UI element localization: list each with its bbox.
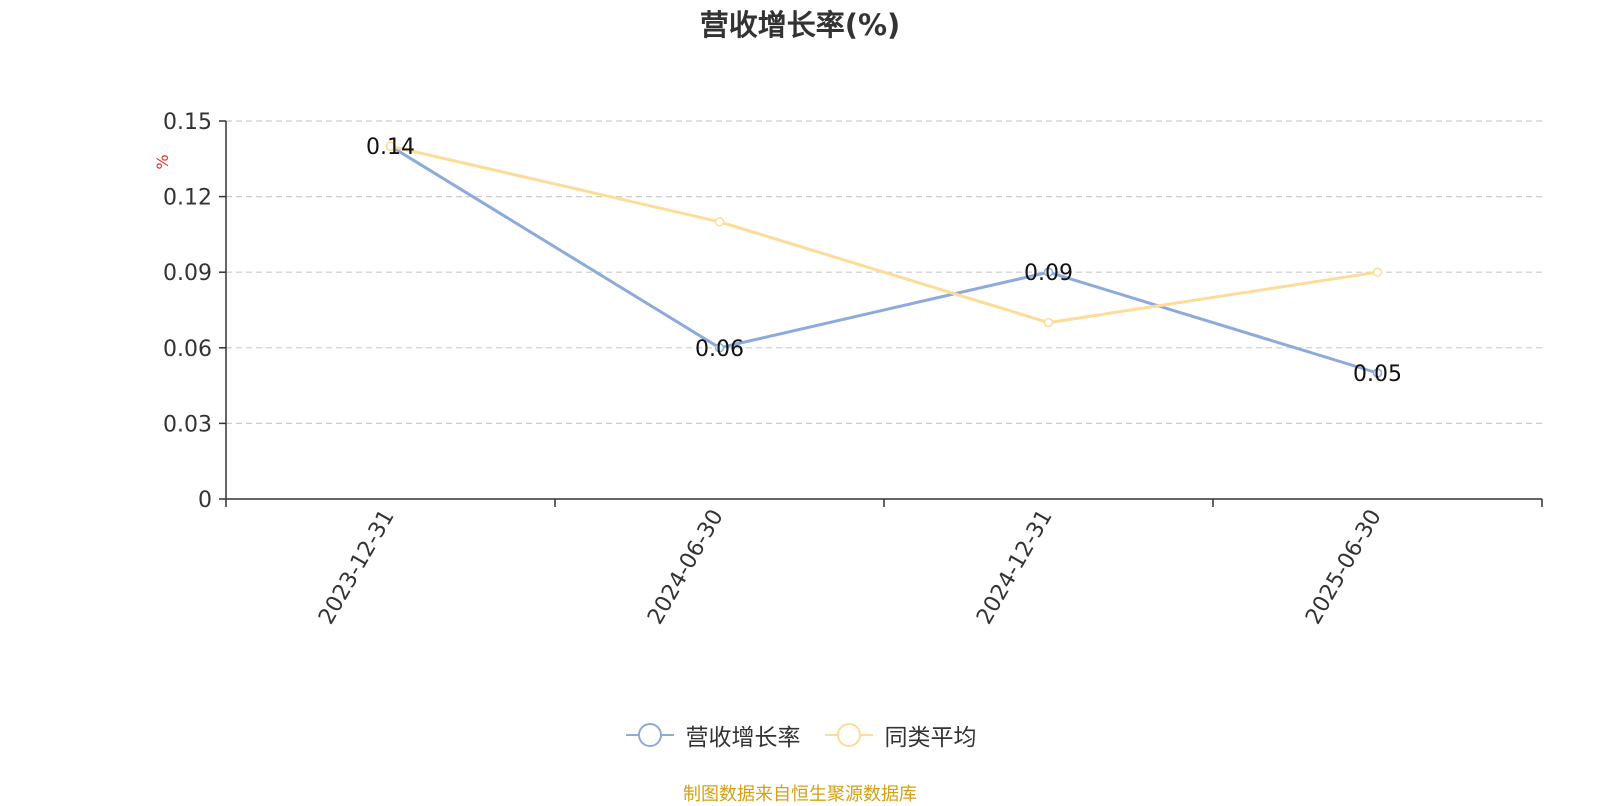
legend-line-circle-icon: [625, 723, 674, 747]
x-tick-label: 2025-06-30: [1301, 506, 1387, 629]
series-2-point: [1372, 267, 1383, 277]
legend-label-series-1: 营收增长率: [685, 725, 801, 751]
series-lines: [385, 141, 1383, 378]
series-2-point: [1043, 317, 1054, 328]
y-axis-title: %: [153, 154, 172, 169]
data-label: 0.06: [695, 337, 744, 362]
data-labels: 0.14 0.06 0.09 0.05: [366, 135, 1402, 387]
series-line-2: [390, 144, 1378, 325]
x-tick-label: 2023-12-31: [314, 506, 400, 629]
legend-line-circle-icon: [824, 723, 873, 747]
legend-item-series-2[interactable]: 同类平均: [823, 718, 977, 752]
x-tick-label: 2024-12-31: [972, 506, 1058, 629]
y-tick-label: 0: [198, 488, 212, 513]
chart-title: 营收增长率(%): [699, 8, 901, 42]
y-tick-label: 0.09: [163, 261, 212, 286]
data-label: 0.09: [1024, 261, 1073, 286]
y-tick-label: 0.12: [163, 186, 212, 211]
legend-label-series-2: 同类平均: [884, 725, 977, 751]
data-label: 0.14: [366, 135, 415, 160]
axes: 0 0.03 0.06 0.09 0.12 0.15 2023-12-31 2024-06-3…: [163, 110, 1543, 629]
series-1-point: [714, 343, 725, 353]
series-1-point: [1372, 368, 1383, 378]
series-line-1: [389, 144, 1378, 375]
y-tick-label: 0.03: [163, 412, 212, 437]
data-source-note: 制图数据来自恒生聚源数据库: [683, 784, 917, 805]
series-2-point: [385, 141, 396, 151]
data-label: 0.05: [1353, 362, 1402, 387]
y-tick-label: 0.06: [163, 337, 212, 362]
x-tick-label: 2024-06-30: [643, 506, 729, 629]
series-2-point: [714, 217, 725, 227]
y-tick-label: 0.15: [163, 110, 212, 135]
legend-item-series-1[interactable]: 营收增长率: [624, 718, 801, 752]
legend: 营收增长率 同类平均: [0, 718, 1600, 752]
series-1-point: [1043, 267, 1054, 277]
